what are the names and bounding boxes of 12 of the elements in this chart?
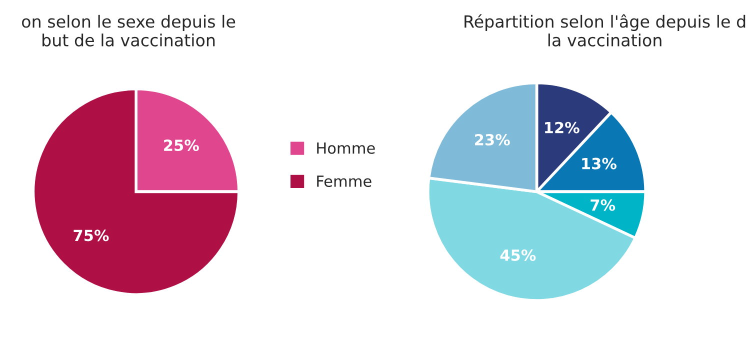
data-label: 7%	[590, 199, 616, 211]
pie-slice	[32, 87, 240, 296]
data-label: 75%	[74, 230, 109, 242]
legend-label: Homme	[317, 142, 375, 154]
data-label: 23%	[475, 134, 510, 146]
legend-label: Femme	[317, 176, 372, 187]
data-label: 45%	[500, 249, 536, 261]
data-label: 12%	[545, 122, 580, 134]
data-label: 25%	[164, 140, 199, 152]
chart-title: on selon le sexe depuis le but de la vaccination	[22, 14, 236, 46]
chart-title: Répartition selon l'âge depuis le d la vaccination	[464, 14, 746, 46]
data-label: 13%	[582, 158, 617, 170]
